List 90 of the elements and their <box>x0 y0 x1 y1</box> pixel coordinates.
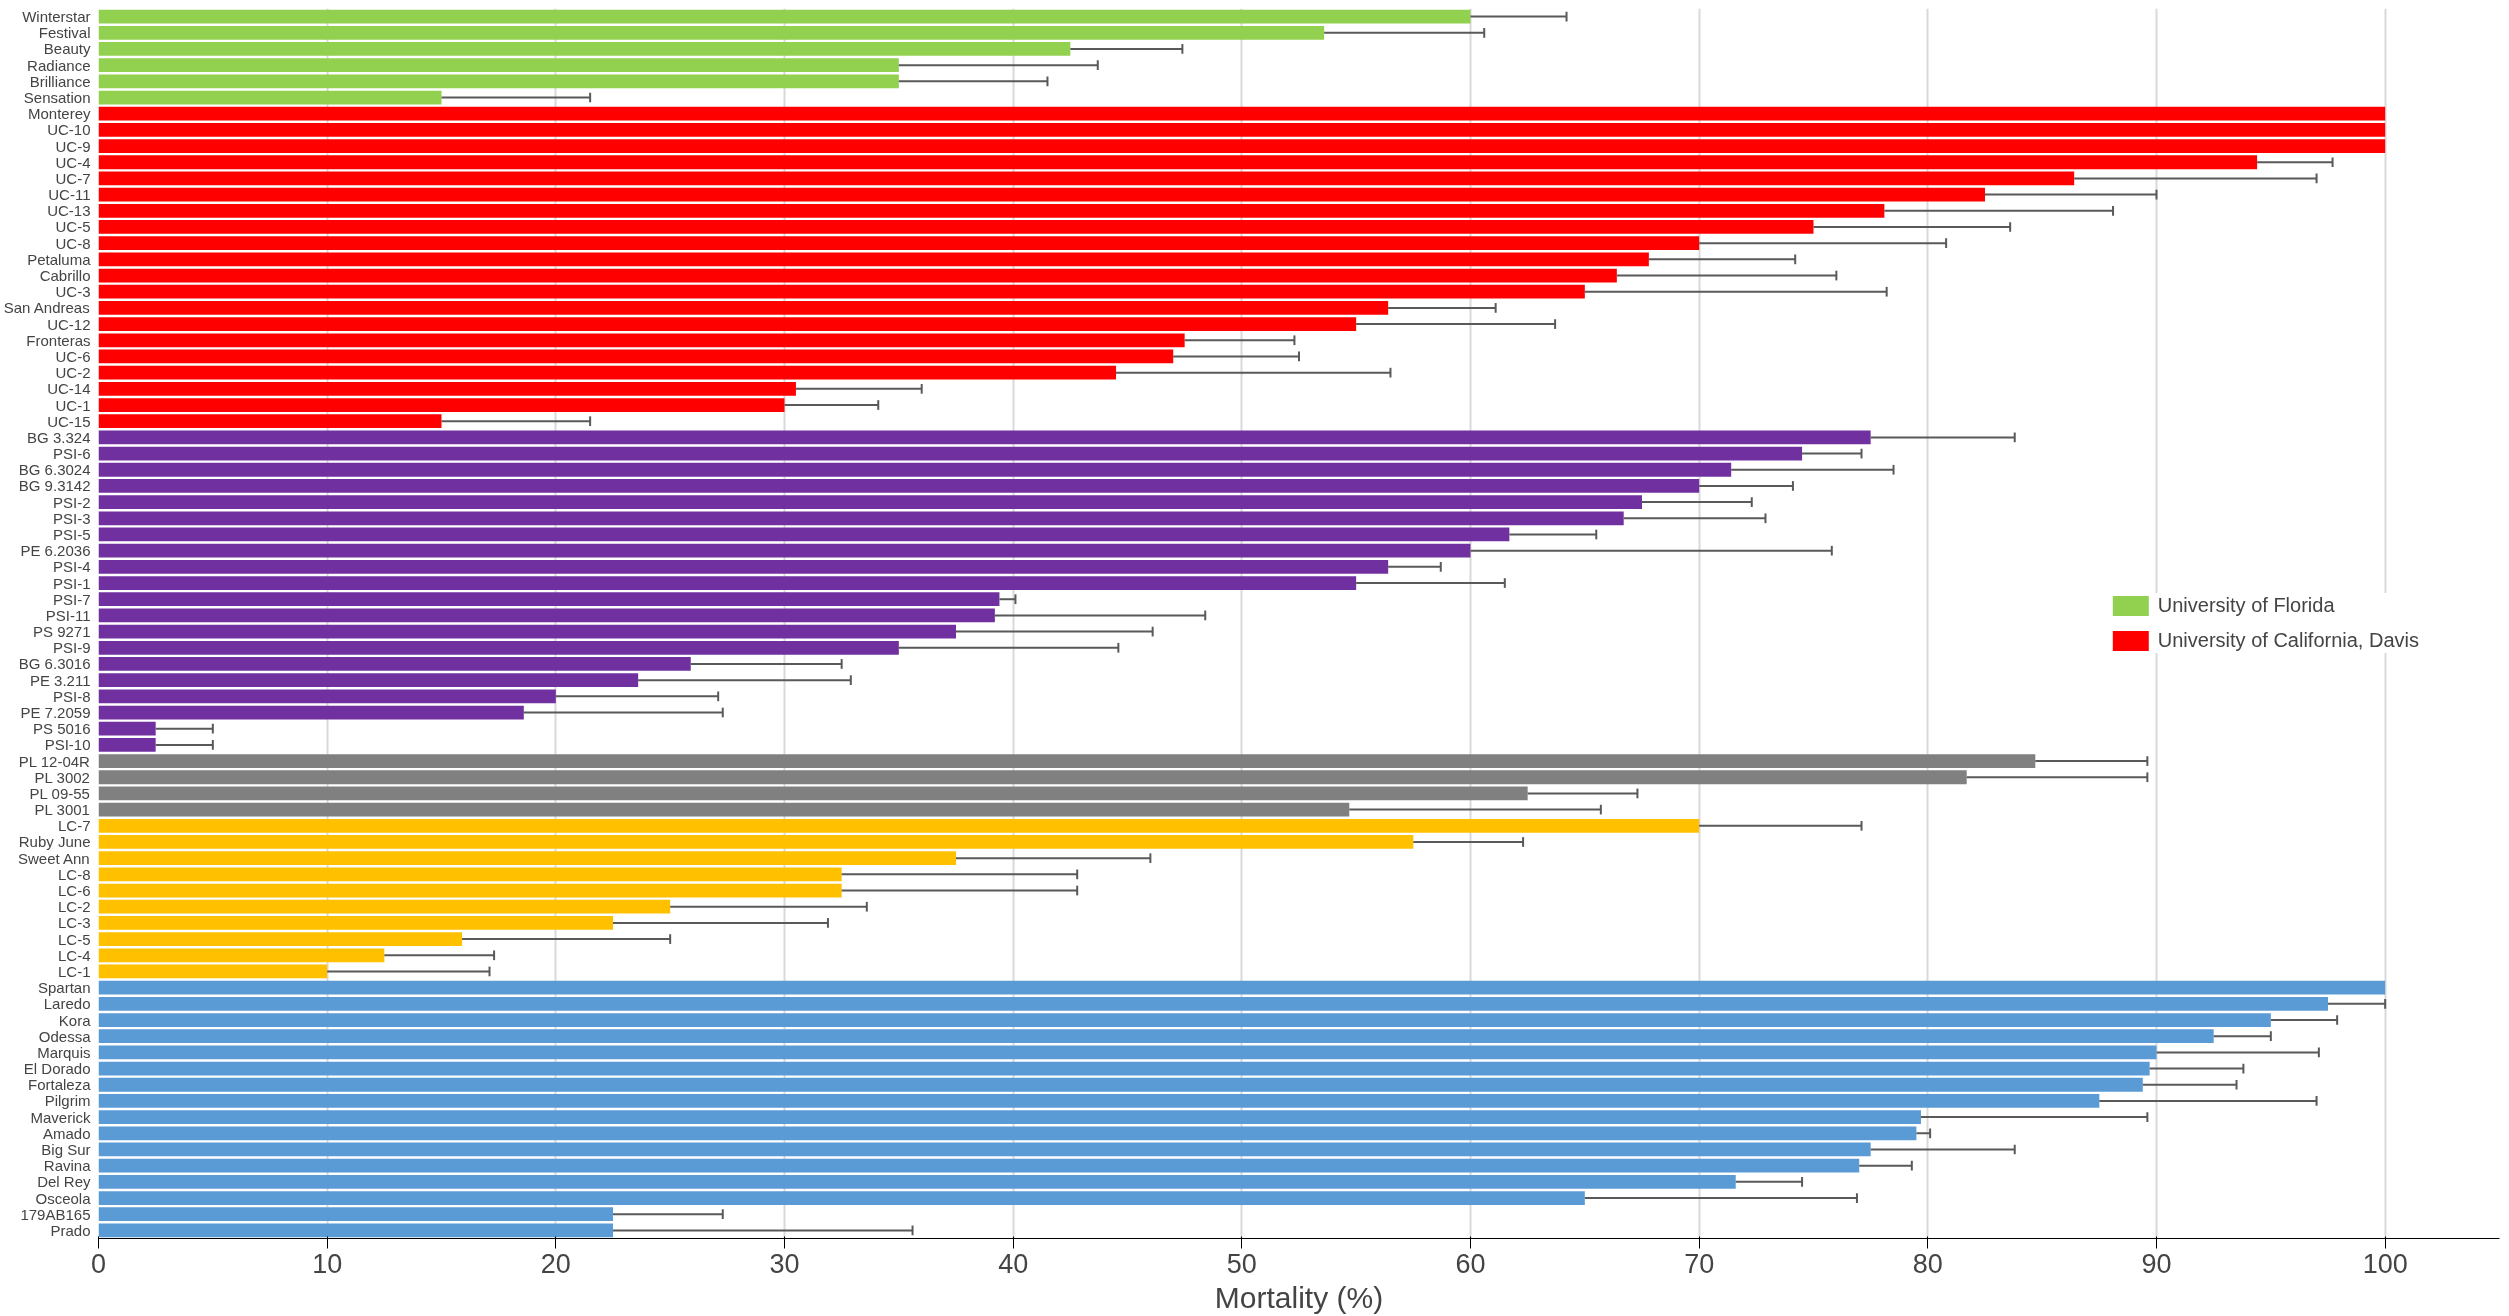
y-tick-label: Beauty <box>43 40 91 58</box>
x-tick-label: 0 <box>90 1248 107 1279</box>
y-tick-label: UC-4 <box>55 153 91 171</box>
x-tick-label: 40 <box>998 1248 1029 1279</box>
y-tick-label: LC-4 <box>57 946 91 964</box>
y-tick-label: BG 6.3024 <box>18 461 91 479</box>
x-tick-label: 50 <box>1226 1248 1257 1279</box>
y-tick-label: UC-3 <box>55 283 91 301</box>
y-tick-label: UC-14 <box>47 380 91 398</box>
y-tick-label: San Andreas <box>3 299 90 317</box>
y-tick-label: PS 5016 <box>32 720 91 738</box>
y-tick-label: PSI-2 <box>52 493 91 511</box>
y-tick-label: LC-1 <box>57 962 91 980</box>
y-tick-label: Festival <box>38 24 91 42</box>
y-tick-label: PSI-7 <box>52 590 91 608</box>
y-tick-label: UC-8 <box>55 234 91 252</box>
y-tick-label: PE 6.2036 <box>20 542 91 560</box>
x-tick-label: 30 <box>769 1248 800 1279</box>
y-tick-label: UC-13 <box>47 202 91 220</box>
y-tick-label: Ruby June <box>18 833 91 851</box>
x-tick-label: 60 <box>1455 1248 1486 1279</box>
y-tick-label: Spartan <box>37 979 91 997</box>
y-tick-label: UC-15 <box>47 412 91 430</box>
y-tick-label: Petaluma <box>27 250 92 268</box>
y-tick-label: UC-12 <box>47 315 91 333</box>
y-tick-label: BG 3.324 <box>27 428 91 446</box>
y-tick-label: UC-10 <box>47 121 91 139</box>
y-tick-label: LC-2 <box>57 898 91 916</box>
y-tick-label: Marquis <box>37 1043 91 1061</box>
y-tick-label: PSI-6 <box>52 445 91 463</box>
y-tick-label: BG 9.3142 <box>18 477 91 495</box>
x-tick-label: 80 <box>1912 1248 1943 1279</box>
y-tick-label: LC-5 <box>57 930 91 948</box>
y-tick-label: UC-7 <box>55 169 91 187</box>
y-tick-label: 179AB165 <box>20 1205 91 1223</box>
y-tick-label: PSI-1 <box>52 574 91 592</box>
x-tick-label: 100 <box>2362 1248 2408 1279</box>
y-tick-label: BG 6.3016 <box>18 655 91 673</box>
y-tick-label: Osceola <box>35 1189 92 1207</box>
y-tick-label: Del Rey <box>37 1173 91 1191</box>
y-tick-label: PL 12-04R <box>18 752 91 770</box>
y-tick-label: Monterey <box>27 105 91 123</box>
x-tick-label: 90 <box>2141 1248 2172 1279</box>
y-tick-label: PE 7.2059 <box>20 704 91 722</box>
y-tick-label: PL 3001 <box>34 801 90 819</box>
y-tick-label: LC-3 <box>57 914 91 932</box>
y-tick-label: UC-9 <box>55 137 91 155</box>
y-tick-label: Radiance <box>27 56 91 74</box>
y-tick-label: UC-2 <box>55 364 91 382</box>
y-tick-label: PSI-9 <box>52 639 91 657</box>
y-tick-label: UC-5 <box>55 218 91 236</box>
y-tick-label: Cabrillo <box>39 267 91 285</box>
x-tick-label: 70 <box>1684 1248 1715 1279</box>
y-tick-label: PSI-4 <box>52 558 91 576</box>
y-tick-label: Brilliance <box>29 72 91 90</box>
y-tick-label: PL 09-55 <box>29 784 90 802</box>
y-tick-label: Ravina <box>43 1157 92 1175</box>
y-tick-label: Odessa <box>38 1027 92 1045</box>
y-tick-label: PSI-3 <box>52 509 91 527</box>
y-tick-label: PSI-5 <box>52 525 91 543</box>
y-tick-label: Amado <box>42 1124 91 1142</box>
y-tick-label: Sensation <box>23 89 91 107</box>
y-tick-label: LC-7 <box>57 817 91 835</box>
x-tick-label: 10 <box>312 1248 343 1279</box>
x-axis-title: Mortality (%) <box>1214 1280 1384 1314</box>
y-tick-label: LC-6 <box>57 882 91 900</box>
y-tick-label: PE 3.211 <box>29 671 91 689</box>
y-tick-label: PSI-10 <box>44 736 91 754</box>
y-tick-label: Maverick <box>30 1108 91 1126</box>
y-tick-label: Pilgrim <box>44 1092 91 1110</box>
y-tick-label: UC-1 <box>55 396 91 414</box>
y-tick-label: El Dorado <box>23 1060 91 1078</box>
y-tick-label: Big Sur <box>41 1140 91 1158</box>
x-tick-label: 20 <box>540 1248 571 1279</box>
y-tick-label: PSI-11 <box>45 606 91 624</box>
y-tick-label: UC-6 <box>55 347 91 365</box>
y-tick-label: UC-11 <box>48 186 91 204</box>
y-tick-label: Winterstar <box>22 8 91 26</box>
y-tick-label: Prado <box>50 1221 91 1239</box>
y-tick-label: Fortaleza <box>27 1076 92 1094</box>
y-tick-label: Laredo <box>43 995 91 1013</box>
y-tick-label: Sweet Ann <box>17 849 90 867</box>
y-tick-label: LC-8 <box>57 865 91 883</box>
y-tick-label: PL 3002 <box>34 768 90 786</box>
y-tick-label: PS 9271 <box>32 623 91 641</box>
y-tick-label: PSI-8 <box>52 687 91 705</box>
y-tick-label: Fronteras <box>26 331 91 349</box>
legend-label: University of Florida <box>2157 594 2335 617</box>
legend-label: University of California, Davis <box>2157 629 2419 652</box>
y-tick-label: Kora <box>58 1011 92 1029</box>
